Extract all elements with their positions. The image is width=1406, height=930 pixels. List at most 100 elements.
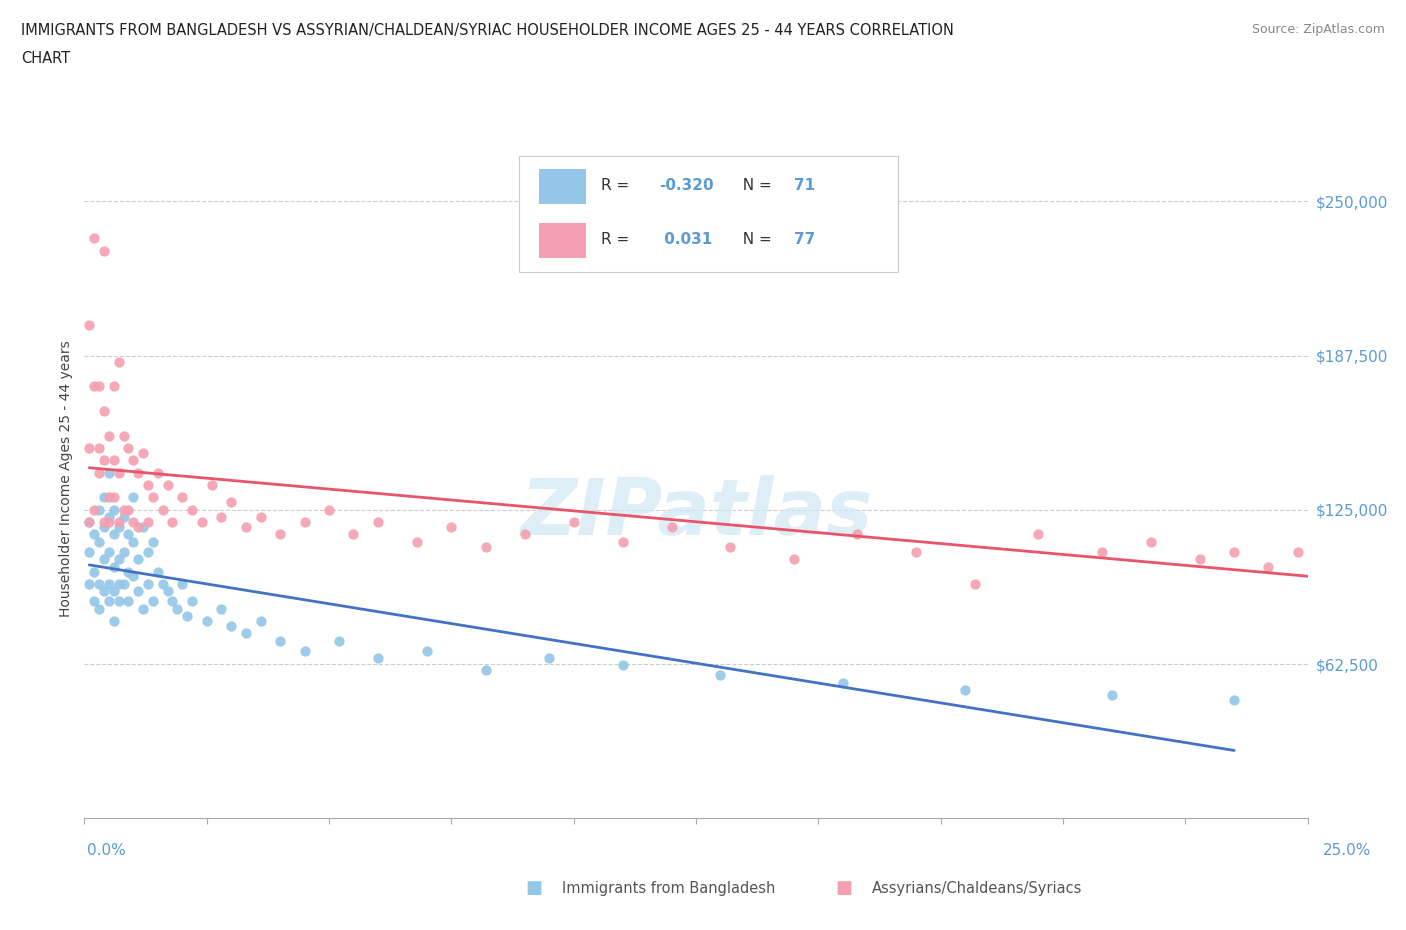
Point [156, 584, 179, 599]
Point [718, 539, 741, 554]
Point [1188, 551, 1211, 566]
Point [905, 544, 928, 559]
Point [107, 514, 129, 529]
Point [93, 520, 115, 535]
Text: -0.320: -0.320 [659, 179, 714, 193]
Point [661, 520, 683, 535]
Point [406, 535, 429, 550]
Text: 77: 77 [794, 232, 815, 247]
Text: 0.031: 0.031 [659, 232, 713, 247]
Point [1369, 577, 1392, 591]
Point [122, 569, 145, 584]
Point [112, 544, 135, 559]
Point [1326, 551, 1348, 566]
Point [122, 453, 145, 468]
Point [1223, 693, 1246, 708]
Point [1257, 559, 1279, 574]
Text: ZIPatlas: ZIPatlas [520, 475, 872, 551]
Point [132, 520, 155, 535]
Text: 0.0%: 0.0% [87, 844, 127, 858]
Point [1336, 569, 1358, 584]
Point [117, 502, 139, 517]
Point [152, 502, 174, 517]
Point [112, 577, 135, 591]
Text: ■: ■ [835, 879, 852, 897]
Point [77, 441, 100, 456]
Point [107, 593, 129, 608]
Point [1360, 565, 1382, 579]
Point [318, 502, 340, 517]
Point [93, 243, 115, 258]
Text: CHART: CHART [21, 51, 70, 66]
Point [127, 584, 149, 599]
Point [513, 527, 536, 542]
Point [152, 577, 174, 591]
Point [117, 593, 139, 608]
Point [83, 565, 105, 579]
Point [783, 551, 806, 566]
Point [77, 577, 100, 591]
Point [83, 527, 105, 542]
Point [249, 510, 271, 525]
Point [269, 633, 291, 648]
Point [93, 551, 115, 566]
Point [416, 643, 439, 658]
FancyBboxPatch shape [519, 156, 898, 272]
Point [142, 535, 165, 550]
Point [1140, 535, 1163, 550]
Point [136, 514, 159, 529]
Point [367, 514, 389, 529]
Point [103, 614, 125, 629]
Point [112, 502, 135, 517]
Point [77, 544, 100, 559]
Text: Immigrants from Bangladesh: Immigrants from Bangladesh [562, 881, 776, 896]
Point [117, 565, 139, 579]
Point [117, 441, 139, 456]
Point [294, 643, 316, 658]
Text: R =: R = [600, 232, 634, 247]
Point [235, 626, 257, 641]
Point [440, 520, 463, 535]
Point [328, 633, 350, 648]
Point [209, 510, 232, 525]
Point [122, 490, 145, 505]
Text: 25.0%: 25.0% [1323, 844, 1371, 858]
Point [219, 618, 242, 633]
Point [195, 614, 218, 629]
Point [249, 614, 271, 629]
Point [176, 608, 198, 623]
Point [269, 527, 291, 542]
Point [146, 465, 169, 480]
Point [103, 490, 125, 505]
Point [142, 593, 165, 608]
Point [1091, 544, 1114, 559]
Point [83, 379, 105, 393]
Point [132, 445, 155, 460]
Point [77, 514, 100, 529]
Point [294, 514, 316, 529]
Point [342, 527, 364, 542]
Point [166, 601, 188, 616]
Point [107, 520, 129, 535]
Point [83, 593, 105, 608]
Point [612, 658, 634, 672]
Point [219, 495, 242, 510]
Point [127, 465, 149, 480]
Point [87, 577, 110, 591]
Text: Source: ZipAtlas.com: Source: ZipAtlas.com [1251, 23, 1385, 36]
Point [709, 668, 731, 683]
Point [562, 514, 585, 529]
Text: IMMIGRANTS FROM BANGLADESH VS ASSYRIAN/CHALDEAN/SYRIAC HOUSEHOLDER INCOME AGES 2: IMMIGRANTS FROM BANGLADESH VS ASSYRIAN/C… [21, 23, 953, 38]
Point [122, 535, 145, 550]
Point [117, 527, 139, 542]
Point [136, 544, 159, 559]
Point [87, 465, 110, 480]
Point [77, 514, 100, 529]
Text: Assyrians/Chaldeans/Syriacs: Assyrians/Chaldeans/Syriacs [872, 881, 1083, 896]
Point [191, 514, 214, 529]
Point [77, 317, 100, 332]
Point [83, 502, 105, 517]
Point [1385, 544, 1406, 559]
Point [107, 577, 129, 591]
Point [367, 650, 389, 665]
